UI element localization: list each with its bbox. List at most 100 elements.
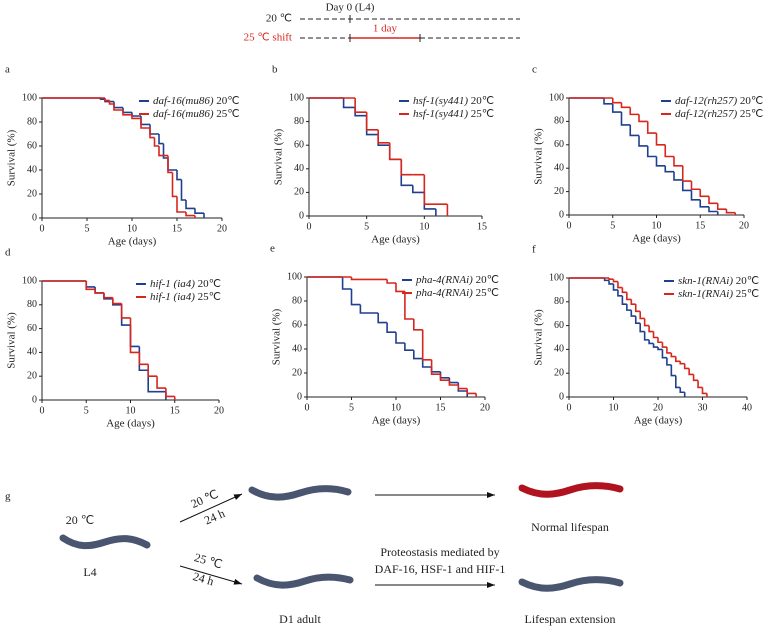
x-tick-label: 15 (695, 220, 705, 231)
survival-step (612, 283, 618, 291)
survival-step (167, 158, 177, 171)
survival-step (359, 304, 379, 314)
survival-step (122, 110, 132, 116)
survival-step (439, 371, 450, 379)
survival-step (611, 98, 622, 104)
survival-step (129, 317, 140, 354)
survival-step (94, 286, 104, 294)
y-tick-label: 60 (554, 320, 564, 331)
survival-step (716, 203, 727, 210)
survival-step (147, 370, 166, 393)
survival-step (400, 159, 413, 187)
x-axis-label: Age (days) (372, 415, 421, 427)
y-tick-label: 60 (27, 140, 37, 151)
label: Normal lifespan (531, 520, 609, 534)
label: L4 (83, 565, 96, 579)
y-tick-label: 0 (32, 212, 37, 223)
y-axis-label: Survival (%) (271, 308, 283, 365)
panel-letter: f (532, 244, 536, 256)
survival-step (708, 196, 718, 205)
survival-step (149, 128, 155, 139)
survival-step (388, 142, 402, 161)
x-axis-label: Age (days) (632, 233, 681, 245)
survival-step (612, 279, 618, 283)
legend-label: pha-4(RNAi) 20℃ (415, 274, 499, 286)
survival-step (388, 145, 402, 161)
survival-step (129, 325, 140, 348)
legend-label: hif-1 (ia4) 25℃ (150, 291, 221, 303)
survival-step (365, 115, 379, 136)
survival-step (655, 133, 666, 146)
survival-step (688, 368, 694, 376)
survival-step (171, 172, 177, 198)
worm (518, 576, 624, 592)
arrow (179, 493, 243, 523)
survival-step (395, 283, 405, 293)
survival-step (413, 350, 423, 360)
survival-step (120, 303, 131, 319)
survival-step (386, 279, 396, 284)
survival-step (112, 297, 122, 305)
survival-step (439, 374, 450, 381)
timeline: Day 0 (L4) 20 ℃ 25 ℃ shift 1 day (244, 2, 520, 44)
survival-step (670, 352, 676, 358)
survival-step (165, 388, 175, 398)
survival-step (679, 387, 685, 394)
x-tick-label: 0 (567, 220, 572, 231)
survival-step (185, 212, 195, 217)
survival-step (611, 103, 622, 113)
worm (248, 485, 352, 501)
diagram: g 20 ℃ L4 20 ℃ 24 h 25 ℃ 24 h Normal lif… (5, 482, 624, 626)
survival-step (697, 380, 703, 389)
x-tick-label: 10 (652, 220, 662, 231)
x-tick-label: 5 (85, 223, 90, 234)
survival-step (138, 352, 149, 366)
x-tick-label: 20 (214, 405, 224, 416)
survival-step (655, 156, 666, 167)
survival-step (626, 292, 632, 301)
y-tick-label: 40 (554, 162, 564, 173)
y-tick-label: 40 (554, 344, 564, 355)
label: 24 h (202, 506, 227, 527)
legend-label: daf-16(mu86) 25℃ (153, 108, 240, 120)
worm (59, 534, 151, 550)
survival-step (626, 304, 632, 311)
y-tick-label: 20 (292, 367, 302, 378)
panel-letter: b (272, 64, 278, 76)
survival-step (342, 98, 356, 109)
survival-step (646, 145, 657, 158)
x-tick-label: 15 (436, 402, 446, 413)
label: D1 adult (279, 612, 321, 626)
timeline-label: Day 0 (L4) (326, 2, 375, 14)
legend-label: daf-12(rh257) 25℃ (675, 108, 763, 120)
survival-step (103, 292, 113, 299)
survival-step (185, 200, 195, 210)
timeline-label: 20 ℃ (266, 13, 292, 25)
survival-step (675, 356, 681, 363)
y-tick-label: 60 (554, 139, 564, 150)
x-tick-label: 5 (84, 405, 89, 416)
label: DAF-16, HSF-1 and HIF-1 (375, 562, 506, 576)
y-tick-label: 20 (27, 188, 37, 199)
x-tick-label: 10 (127, 223, 137, 234)
x-axis-label: Age (days) (106, 418, 155, 430)
arrow (179, 565, 243, 585)
chart: c 0 20 40 60 80 100 0 5 10 15 20 Age (days) Survival … (532, 64, 763, 245)
y-tick-label: 80 (554, 296, 564, 307)
survival-step (156, 376, 166, 389)
x-tick-label: 5 (364, 221, 369, 232)
survival-step (341, 277, 352, 290)
survival-step (158, 146, 168, 157)
survival-step (629, 107, 639, 116)
survival-step (639, 311, 645, 320)
x-tick-label: 0 (567, 402, 572, 413)
survival-step (176, 196, 186, 213)
label: Lifespan extension (525, 612, 616, 626)
legend-label: hif-1 (ia4) 20℃ (150, 278, 221, 290)
y-tick-label: 60 (292, 319, 302, 330)
y-tick-label: 40 (292, 343, 302, 354)
x-tick-label: 20 (217, 223, 227, 234)
survival-step (673, 156, 683, 167)
survival-step (617, 289, 623, 297)
survival-step (690, 181, 701, 191)
